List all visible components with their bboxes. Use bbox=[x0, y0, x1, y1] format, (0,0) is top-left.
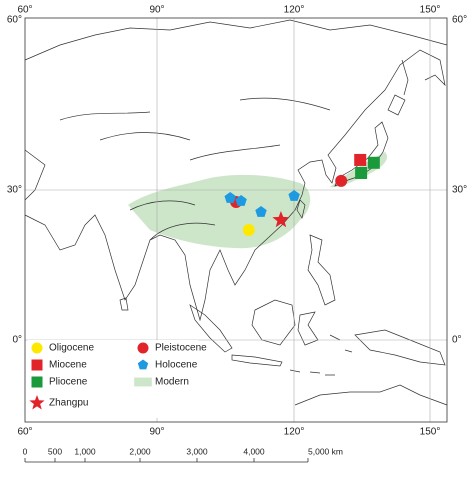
map-frame bbox=[24, 17, 448, 423]
legend-label: Holocene bbox=[155, 360, 198, 371]
marker-pentagon bbox=[224, 192, 236, 203]
marker-band bbox=[134, 377, 152, 387]
marker-square bbox=[355, 166, 368, 179]
scale-label: 5,000 km bbox=[308, 446, 343, 456]
modern-range bbox=[128, 152, 388, 249]
legend-label: Zhangpu bbox=[49, 398, 88, 409]
marker-circle bbox=[242, 224, 255, 236]
marker-pentagon bbox=[288, 190, 300, 201]
marker-square bbox=[31, 376, 43, 388]
lon-label-top: 60° bbox=[17, 5, 32, 16]
scale-label: 2,000 bbox=[129, 446, 151, 456]
marker-star bbox=[29, 395, 45, 410]
marker-circle bbox=[31, 342, 43, 354]
marker-pentagon bbox=[137, 359, 149, 370]
scale-label: 500 bbox=[48, 446, 62, 456]
marker-star bbox=[272, 211, 290, 228]
scale-label: 3,000 bbox=[186, 446, 208, 456]
marker-circle bbox=[335, 174, 348, 187]
marker-pentagon bbox=[255, 206, 267, 217]
marker-square bbox=[31, 359, 43, 371]
lon-label-top: 150° bbox=[420, 5, 441, 16]
lat-label-left: 60° bbox=[7, 15, 22, 26]
lon-label-bottom: 150° bbox=[420, 427, 441, 438]
legend-label: Miocene bbox=[49, 360, 87, 371]
scale-label: 4,000 bbox=[243, 446, 265, 456]
marker-pentagon bbox=[235, 195, 247, 206]
legend-label: Oligocene bbox=[49, 343, 94, 354]
legend-label: Modern bbox=[155, 377, 189, 388]
scale-label: 1,000 bbox=[74, 446, 96, 456]
lat-label-left: 0° bbox=[12, 335, 22, 346]
lat-label-left: 30° bbox=[7, 185, 22, 196]
lon-label-bottom: 60° bbox=[17, 427, 32, 438]
marker-circle bbox=[137, 342, 149, 354]
lat-label-right: 30° bbox=[452, 185, 467, 196]
lat-label-right: 60° bbox=[452, 15, 467, 26]
coastlines bbox=[24, 19, 448, 406]
lon-label-bottom: 90° bbox=[149, 427, 164, 438]
scale-label: 0 bbox=[23, 446, 28, 456]
lat-label-right: 0° bbox=[452, 335, 462, 346]
marker-square bbox=[367, 156, 380, 169]
marker-square bbox=[354, 153, 367, 166]
legend-label: Pleistocene bbox=[155, 343, 207, 354]
lon-label-top: 120° bbox=[284, 5, 305, 16]
legend-label: Pliocene bbox=[49, 377, 88, 388]
lon-label-top: 90° bbox=[149, 5, 164, 16]
legend-box bbox=[28, 340, 198, 418]
lon-label-bottom: 120° bbox=[284, 427, 305, 438]
